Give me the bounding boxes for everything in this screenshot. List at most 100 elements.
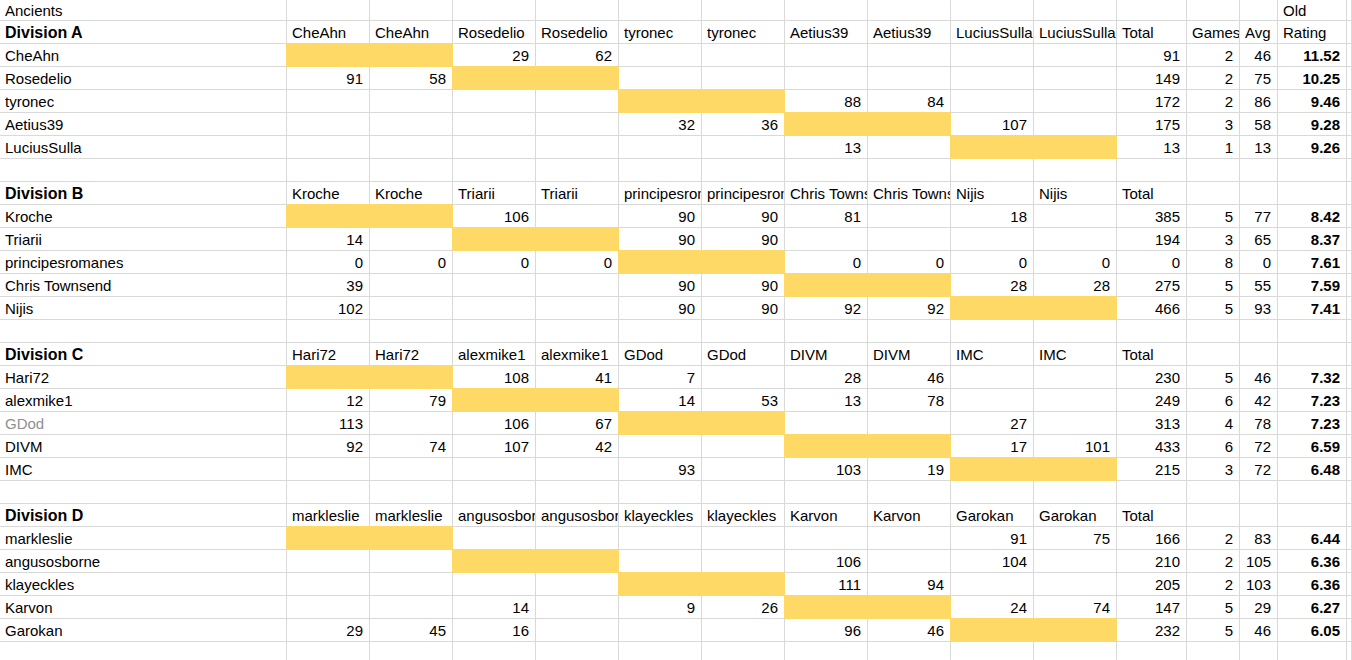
player-name-cell[interactable]: IMC [0,458,287,481]
score-cell[interactable] [536,458,619,481]
score-cell[interactable]: 106 [785,550,868,573]
empty-cell[interactable] [1034,642,1117,660]
score-cell[interactable]: 0 [951,251,1034,274]
empty-cell[interactable] [868,0,951,21]
score-cell[interactable] [1034,389,1117,412]
score-cell[interactable] [453,527,536,550]
empty-cell[interactable] [1347,251,1352,274]
rating-header-cell[interactable]: Rating [1278,21,1347,44]
opponent-header-cell[interactable]: Nijis [951,182,1034,205]
opponent-header-cell[interactable]: Nijis [1034,182,1117,205]
opponent-header-cell[interactable]: Hari72 [370,343,453,366]
score-cell[interactable]: 27 [951,412,1034,435]
score-cell[interactable] [370,297,453,320]
opponent-header-cell[interactable]: Chris Townsend [785,182,868,205]
empty-cell[interactable] [619,320,702,343]
self-match-cell[interactable] [536,67,619,90]
empty-cell[interactable] [453,642,536,660]
score-cell[interactable]: 92 [287,435,370,458]
total-cell[interactable]: 230 [1117,366,1187,389]
opponent-header-cell[interactable]: angusosborne [536,504,619,527]
empty-cell[interactable] [536,159,619,182]
player-name-cell[interactable]: Triarii [0,228,287,251]
score-cell[interactable] [536,527,619,550]
games-header-cell[interactable]: Games [1187,21,1240,44]
empty-cell[interactable] [0,481,287,504]
score-cell[interactable] [453,297,536,320]
self-match-cell[interactable] [702,90,785,113]
score-cell[interactable]: 81 [785,205,868,228]
opponent-header-cell[interactable]: Chris Townsend [868,182,951,205]
avg-cell[interactable]: 58 [1240,113,1278,136]
score-cell[interactable]: 91 [951,527,1034,550]
score-cell[interactable] [785,412,868,435]
opponent-header-cell[interactable]: Aetius39 [868,21,951,44]
score-cell[interactable]: 0 [1034,251,1117,274]
empty-cell[interactable] [1278,320,1347,343]
opponent-header-cell[interactable]: Karvon [785,504,868,527]
rating-cell[interactable]: 7.23 [1278,412,1347,435]
empty-cell[interactable] [370,642,453,660]
player-name-cell[interactable]: klayeckles [0,573,287,596]
total-cell[interactable]: 275 [1117,274,1187,297]
score-cell[interactable]: 45 [370,619,453,642]
score-cell[interactable] [1034,44,1117,67]
empty-cell[interactable] [1347,435,1352,458]
score-cell[interactable]: 7 [619,366,702,389]
empty-cell[interactable] [619,159,702,182]
score-cell[interactable]: 36 [702,113,785,136]
total-header-cell[interactable]: Total [1117,343,1187,366]
self-match-cell[interactable] [702,251,785,274]
empty-cell[interactable] [1347,619,1352,642]
score-cell[interactable] [370,412,453,435]
opponent-header-cell[interactable]: Karvon [868,504,951,527]
score-cell[interactable] [453,113,536,136]
opponent-header-cell[interactable]: LuciusSulla [1034,21,1117,44]
games-cell[interactable]: 5 [1187,596,1240,619]
avg-cell[interactable]: 46 [1240,619,1278,642]
score-cell[interactable] [951,90,1034,113]
avg-cell[interactable]: 46 [1240,44,1278,67]
empty-cell[interactable] [868,642,951,660]
score-cell[interactable]: 79 [370,389,453,412]
opponent-header-cell[interactable]: alexmike1 [536,343,619,366]
empty-cell[interactable] [1347,550,1352,573]
score-cell[interactable]: 0 [536,251,619,274]
score-cell[interactable]: 96 [785,619,868,642]
self-match-cell[interactable] [287,366,370,389]
opponent-header-cell[interactable]: Rosedelio [536,21,619,44]
self-match-cell[interactable] [951,297,1034,320]
score-cell[interactable]: 0 [868,251,951,274]
score-cell[interactable] [702,136,785,159]
score-cell[interactable]: 74 [370,435,453,458]
self-match-cell[interactable] [287,527,370,550]
avg-cell[interactable]: 0 [1240,251,1278,274]
self-match-cell[interactable] [1034,619,1117,642]
empty-cell[interactable] [0,642,287,660]
score-cell[interactable]: 92 [785,297,868,320]
opponent-header-cell[interactable]: klayeckles [619,504,702,527]
games-cell[interactable]: 3 [1187,458,1240,481]
total-cell[interactable]: 172 [1117,90,1187,113]
score-cell[interactable] [1034,228,1117,251]
score-cell[interactable]: 29 [453,44,536,67]
score-cell[interactable]: 104 [951,550,1034,573]
empty-cell[interactable] [453,320,536,343]
self-match-cell[interactable] [951,136,1034,159]
avg-cell[interactable]: 13 [1240,136,1278,159]
games-cell[interactable]: 2 [1187,573,1240,596]
opponent-header-cell[interactable]: Triarii [453,182,536,205]
score-cell[interactable]: 13 [785,136,868,159]
empty-cell[interactable] [1278,504,1347,527]
self-match-cell[interactable] [453,67,536,90]
player-name-cell[interactable]: markleslie [0,527,287,550]
rating-cell[interactable]: 8.42 [1278,205,1347,228]
score-cell[interactable] [619,435,702,458]
empty-cell[interactable] [1347,481,1352,504]
empty-cell[interactable] [1187,0,1240,21]
empty-cell[interactable] [0,159,287,182]
score-cell[interactable] [619,550,702,573]
self-match-cell[interactable] [287,205,370,228]
score-cell[interactable]: 101 [1034,435,1117,458]
empty-cell[interactable] [1347,297,1352,320]
